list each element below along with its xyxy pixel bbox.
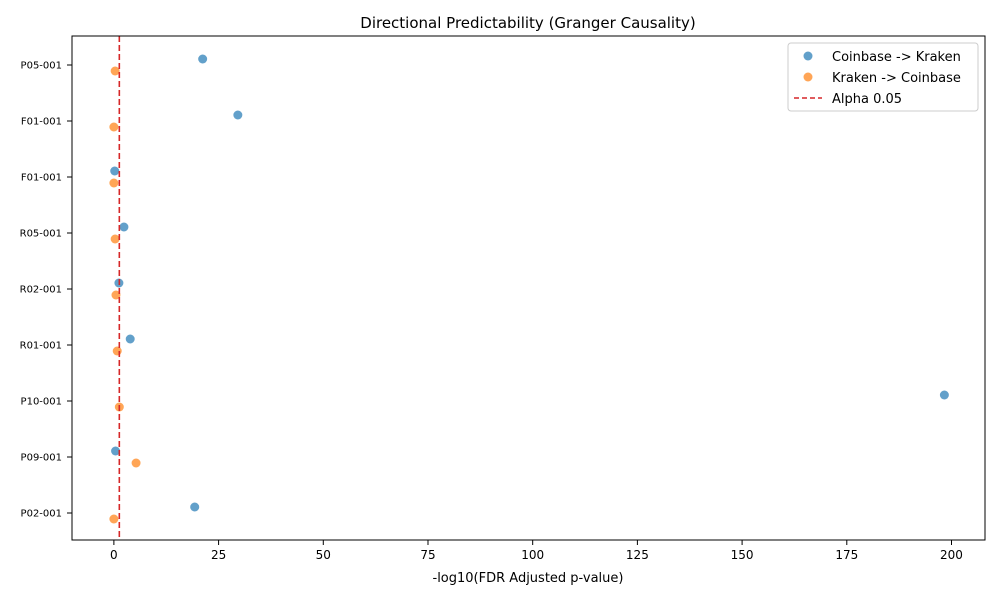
x-tick-label: 75: [420, 548, 435, 562]
legend-label-kraken-coinbase: Kraken -> Coinbase: [832, 71, 961, 86]
point-kraken-coinbase: [112, 346, 122, 356]
x-tick-label: 175: [835, 548, 858, 562]
y-axis: P02-001 P09-001 P10-001 R01-001 R02-001 R05-0…: [20, 61, 72, 520]
legend-marker-coinbase-kraken: [803, 51, 813, 61]
legend: Coinbase -> Kraken Kraken -> Coinbase Al…: [787, 42, 979, 112]
legend-marker-kraken-coinbase: [803, 72, 813, 82]
y-tick-label: P10-001: [21, 397, 62, 408]
x-tick-label: 150: [731, 548, 754, 562]
point-coinbase-kraken: [233, 110, 243, 120]
point-coinbase-kraken: [939, 390, 949, 400]
point-coinbase-kraken: [110, 166, 120, 176]
y-tick-label: R02-001: [20, 285, 62, 296]
y-tick-label: P05-001: [21, 61, 62, 72]
y-tick-label: P09-001: [21, 453, 62, 464]
y-tick-label: F01-001: [21, 173, 62, 184]
point-coinbase-kraken: [119, 222, 129, 232]
x-tick-label: 200: [940, 548, 963, 562]
y-tick-label: R01-001: [20, 341, 62, 352]
y-tick-label: P02-001: [21, 509, 62, 520]
point-coinbase-kraken: [190, 502, 200, 512]
point-kraken-coinbase: [109, 122, 119, 132]
y-tick-label: R05-001: [20, 229, 62, 240]
legend-label-alpha: Alpha 0.05: [832, 92, 902, 107]
point-kraken-coinbase: [111, 290, 121, 300]
x-axis-label: -log10(FDR Adjusted p-value): [433, 571, 624, 586]
plot-area: [109, 36, 949, 540]
x-tick-label: 100: [521, 548, 544, 562]
x-tick-label: 25: [211, 548, 226, 562]
x-tick-label: 50: [316, 548, 331, 562]
legend-label-coinbase-kraken: Coinbase -> Kraken: [832, 50, 961, 65]
x-tick-label: 0: [110, 548, 118, 562]
y-tick-label: F01-001: [21, 117, 62, 128]
x-axis: 0 25 50 75 100 125 150 175 200: [110, 540, 963, 562]
chart-title: Directional Predictability (Granger Caus…: [360, 14, 695, 32]
point-kraken-coinbase: [110, 66, 120, 76]
point-kraken-coinbase: [109, 178, 119, 188]
legend-box: [787, 42, 979, 112]
x-tick-label: 125: [626, 548, 649, 562]
point-coinbase-kraken: [198, 54, 208, 64]
point-kraken-coinbase: [110, 234, 120, 244]
plot-frame: [71, 35, 986, 541]
point-kraken-coinbase: [109, 514, 119, 524]
point-kraken-coinbase: [131, 458, 141, 468]
point-coinbase-kraken: [125, 334, 135, 344]
point-coinbase-kraken: [111, 446, 121, 456]
